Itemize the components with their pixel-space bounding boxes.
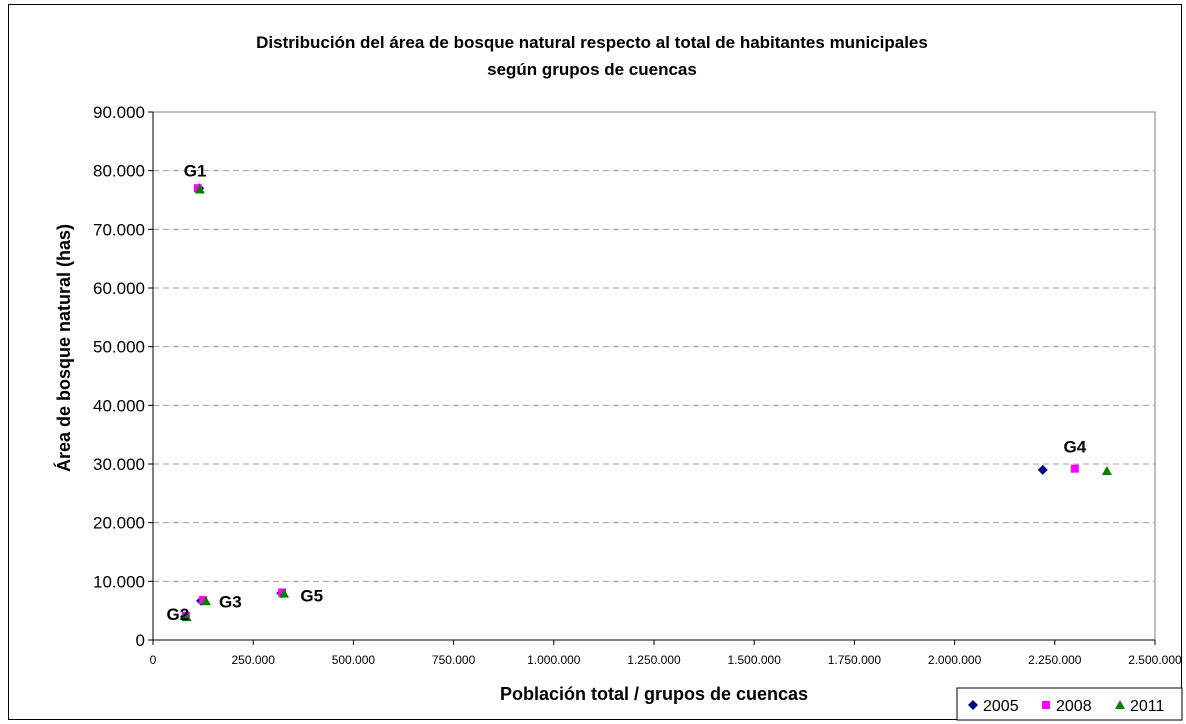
legend-marker-2011 (1115, 700, 1125, 709)
group-label: G3 (219, 592, 242, 611)
x-tick-label: 1.500.000 (728, 653, 782, 667)
plot-area-border (152, 111, 1156, 641)
x-tick-label: 2.250.000 (1028, 653, 1082, 667)
legend-box (956, 687, 1183, 721)
x-tick-label: 1.000.000 (527, 653, 581, 667)
y-tick-label: 10.000 (93, 572, 145, 591)
point-2011 (1101, 466, 1112, 476)
y-tick-label: 80.000 (93, 162, 145, 181)
legend-label: 2005 (983, 698, 1019, 715)
group-label: G5 (300, 586, 323, 605)
legend-label: 2008 (1056, 698, 1092, 715)
point-2011 (181, 612, 192, 622)
point-2005 (1037, 464, 1048, 475)
y-tick-label: 20.000 (93, 514, 145, 533)
x-tick-label: 1.250.000 (627, 653, 681, 667)
x-tick-label: 0 (150, 653, 157, 667)
legend-marker-2008 (1042, 701, 1050, 709)
point-2011 (200, 596, 211, 606)
point-2011 (194, 184, 205, 194)
chart-title-line1: Distribución del área de bosque natural … (256, 33, 928, 52)
x-tick-label: 2.500.000 (1128, 653, 1182, 667)
y-tick-label: 40.000 (93, 396, 145, 415)
chart-title-line2: según grupos de cuencas (487, 60, 697, 79)
y-tick-label: 90.000 (93, 103, 145, 122)
data-points (180, 183, 1112, 622)
group-label: G1 (184, 162, 207, 181)
group-labels: G1 G2 G3 G5 G4 (167, 162, 1087, 625)
group-label: G4 (1063, 437, 1086, 456)
axes (148, 111, 1156, 645)
point-2011 (279, 588, 290, 598)
y-tick-label: 70.000 (93, 220, 145, 239)
x-tick-label: 750.000 (432, 653, 476, 667)
x-axis-label: Población total / grupos de cuencas (500, 684, 808, 704)
x-tick-labels: 0 250.000 500.000 750.000 1.000.000 1.250.000… (150, 653, 1182, 667)
point-2008 (1070, 464, 1079, 473)
y-tick-label: 30.000 (93, 455, 145, 474)
y-tick-label: 50.000 (93, 338, 145, 357)
y-axis-label: Área de bosque natural (has) (53, 224, 74, 472)
point-2008 (199, 596, 208, 605)
gridlines (153, 111, 1155, 582)
y-tick-label: 60.000 (93, 279, 145, 298)
group-label: G2 (167, 605, 190, 624)
x-tick-label: 2.000.000 (928, 653, 982, 667)
x-tick-label: 250.000 (232, 653, 276, 667)
legend-marker-2005 (968, 700, 978, 710)
y-tick-label: 0 (136, 631, 145, 650)
y-tick-labels: 0 10.000 20.000 30.000 40.000 50.000 60.000 70.… (93, 103, 145, 650)
legend: 2005 2008 2011 (956, 687, 1183, 721)
x-tick-label: 1.750.000 (828, 653, 882, 667)
legend-label: 2011 (1130, 698, 1165, 715)
x-tick-label: 500.000 (332, 653, 376, 667)
